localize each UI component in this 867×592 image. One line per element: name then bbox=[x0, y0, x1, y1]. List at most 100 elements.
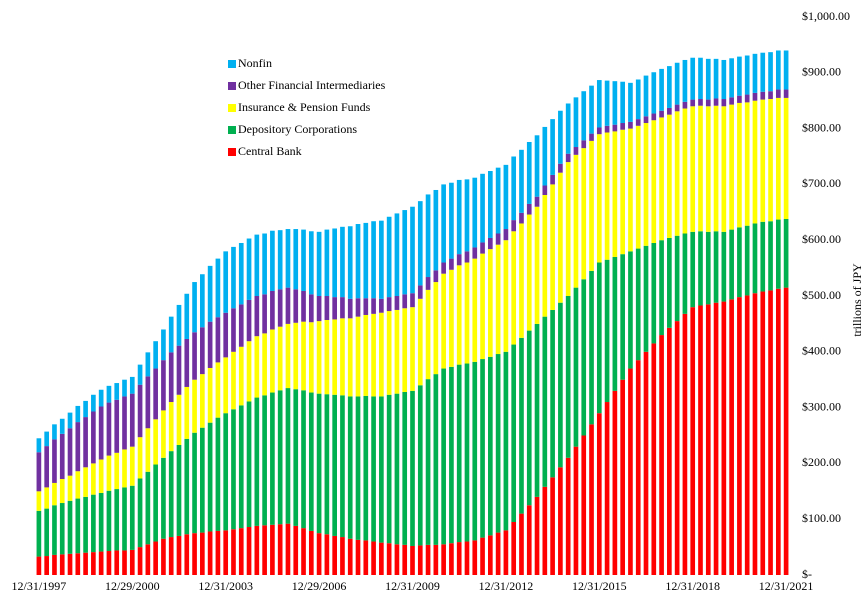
bar-segment bbox=[137, 478, 143, 548]
bar-segment bbox=[168, 402, 174, 452]
bar-segment bbox=[340, 318, 345, 396]
bar-segment bbox=[464, 541, 470, 575]
bar-segment bbox=[441, 368, 446, 545]
bar-segment bbox=[36, 510, 42, 557]
bar-segment bbox=[744, 102, 750, 226]
bar-segment bbox=[308, 294, 314, 323]
bar-segment bbox=[729, 229, 734, 300]
bar-segment bbox=[464, 251, 470, 263]
bar-segment bbox=[604, 132, 610, 260]
bar-segment bbox=[783, 287, 789, 575]
bar-segment bbox=[651, 120, 657, 243]
bar-segment bbox=[161, 457, 166, 539]
bar-segment bbox=[386, 394, 392, 544]
bar-segment bbox=[207, 422, 213, 532]
x-tick-label: 12/31/2012 bbox=[479, 579, 534, 592]
bar-segment bbox=[192, 533, 197, 575]
bar-segment bbox=[410, 293, 415, 308]
bar-segment bbox=[207, 531, 213, 575]
bar-segment bbox=[667, 66, 672, 108]
bar-segment bbox=[713, 302, 719, 575]
bar-segment bbox=[52, 482, 57, 506]
bar-segment bbox=[200, 274, 205, 328]
y-tick-label: $300.00 bbox=[802, 399, 841, 413]
bar-segment bbox=[386, 216, 392, 298]
bar-segment bbox=[59, 503, 65, 555]
bar-segment bbox=[122, 449, 127, 488]
bar-segment bbox=[659, 117, 664, 241]
bar-segment bbox=[402, 210, 408, 295]
bar-segment bbox=[44, 556, 50, 575]
bar-segment bbox=[713, 231, 719, 303]
bar-segment bbox=[324, 296, 330, 320]
bar-segment bbox=[59, 418, 65, 434]
bar-segment bbox=[402, 391, 408, 545]
bar-segment bbox=[340, 395, 345, 538]
bar-segment bbox=[324, 319, 330, 395]
bar-segment bbox=[332, 228, 337, 298]
bar-segment bbox=[215, 530, 221, 575]
bar-segment bbox=[495, 167, 501, 234]
bar-segment bbox=[137, 384, 143, 438]
bar-segment bbox=[277, 289, 283, 327]
bar-segment bbox=[324, 229, 330, 296]
bar-segment bbox=[760, 52, 766, 92]
bar-segment bbox=[161, 360, 166, 411]
bar-segment bbox=[200, 532, 205, 575]
bar-segment bbox=[425, 544, 431, 575]
bar-segment bbox=[184, 293, 190, 339]
bar-segment bbox=[355, 298, 361, 317]
bar-segment bbox=[355, 396, 361, 540]
bar-segment bbox=[324, 394, 330, 535]
bar-segment bbox=[379, 542, 384, 575]
bar-segment bbox=[698, 105, 703, 232]
bar-segment bbox=[410, 390, 415, 546]
y-tick-label: $700.00 bbox=[802, 176, 841, 190]
bar-segment bbox=[737, 297, 742, 575]
bar-segment bbox=[721, 59, 727, 100]
bar-segment bbox=[394, 544, 400, 575]
bar-segment bbox=[363, 298, 369, 315]
x-tick-label: 12/29/2006 bbox=[292, 579, 347, 592]
bar-segment bbox=[488, 237, 493, 250]
bar-segment bbox=[129, 393, 135, 447]
bar-segment bbox=[91, 552, 96, 575]
bar-segment bbox=[449, 258, 454, 270]
bar-segment bbox=[449, 366, 454, 544]
bar-segment bbox=[293, 229, 299, 290]
bar-segment bbox=[542, 126, 548, 186]
bar-segment bbox=[519, 337, 524, 514]
bar-segment bbox=[433, 189, 439, 271]
bar-segment bbox=[293, 389, 299, 526]
legend-label: Depository Corporations bbox=[238, 122, 357, 136]
bar-segment bbox=[705, 304, 711, 575]
bar-segment bbox=[238, 346, 244, 406]
bar-segment bbox=[783, 97, 789, 219]
bar-segment bbox=[122, 550, 127, 575]
bar-segment bbox=[449, 182, 454, 259]
bar-segment bbox=[456, 542, 462, 575]
bar-segment bbox=[441, 262, 446, 274]
bar-segment bbox=[114, 383, 120, 400]
bar-segment bbox=[589, 424, 594, 575]
bar-segment bbox=[511, 156, 517, 221]
bar-segment bbox=[67, 500, 73, 554]
y-tick-label: $400.00 bbox=[802, 344, 841, 358]
bar-segment bbox=[612, 131, 618, 257]
bar-segment bbox=[565, 153, 571, 163]
bar-segment bbox=[674, 111, 680, 236]
bar-segment bbox=[558, 163, 563, 173]
bar-segment bbox=[737, 95, 742, 103]
bar-segment bbox=[682, 108, 688, 234]
bar-segment bbox=[129, 446, 135, 486]
bar-segment bbox=[347, 298, 353, 319]
bar-segment bbox=[215, 417, 221, 531]
bar-segment bbox=[106, 455, 112, 491]
bar-segment bbox=[612, 124, 618, 132]
bar-segment bbox=[379, 312, 384, 397]
bar-segment bbox=[573, 97, 579, 148]
bar-segment bbox=[59, 554, 65, 575]
bar-segment bbox=[340, 297, 345, 319]
bar-segment bbox=[760, 91, 766, 100]
bar-segment bbox=[425, 379, 431, 545]
